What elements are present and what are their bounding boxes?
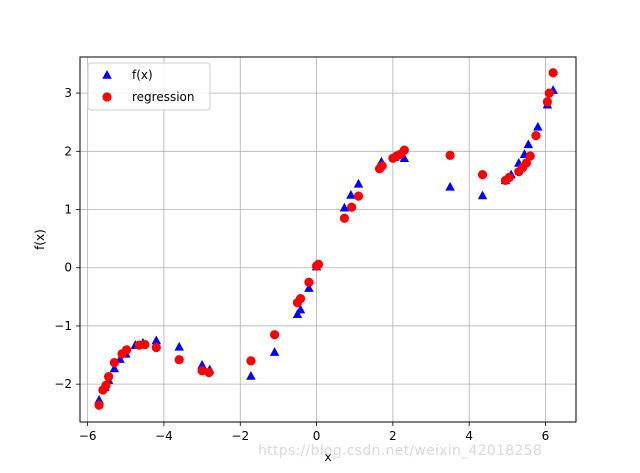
regression-point: [542, 97, 552, 107]
fx-point: [174, 341, 184, 351]
fx-point: [197, 359, 207, 369]
x-tick-label: 4: [465, 429, 473, 443]
regression-point: [304, 277, 314, 287]
fx-point: [346, 189, 356, 199]
legend-marker-regression: [102, 92, 112, 102]
y-axis-label: f(x): [33, 229, 47, 250]
regression-point: [140, 339, 150, 350]
regression-point: [377, 161, 387, 171]
regression-point: [544, 88, 554, 98]
watermark-text: https://blog.csdn.net/weixin_42018258: [258, 443, 543, 459]
x-tick-label: −4: [155, 429, 173, 443]
fx-point: [353, 178, 364, 188]
y-tick-label: 2: [64, 144, 72, 158]
fx-point: [339, 202, 350, 212]
fx-point: [269, 347, 280, 356]
regression-point: [399, 145, 409, 155]
x-tick-label: 0: [313, 429, 321, 443]
regression-point: [197, 366, 207, 376]
x-tick-label: 6: [542, 429, 550, 443]
y-tick-label: 3: [64, 86, 72, 100]
fx-point: [246, 371, 256, 380]
plot-frame: [79, 56, 577, 423]
x-tick-label: 2: [389, 429, 397, 443]
regression-point: [104, 371, 114, 382]
regression-point: [94, 400, 104, 410]
y-tick-label: −1: [54, 319, 72, 333]
legend: f(x) regression: [87, 62, 211, 111]
grid-lines: [80, 57, 576, 422]
regression-point: [313, 259, 324, 269]
legend-label-fx: f(x): [132, 68, 153, 82]
fx-point: [295, 304, 306, 314]
regression-point: [548, 68, 558, 78]
regression-point: [445, 150, 455, 160]
y-tick-label: −2: [54, 377, 72, 391]
regression-point: [204, 367, 214, 378]
regression-point: [295, 293, 306, 304]
x-tick-label: −6: [79, 429, 97, 443]
axis-ticks: −6 −4 −2 0 2 4 6 −2 −1 0 1 2 3: [54, 86, 549, 443]
regression-point: [109, 358, 119, 368]
y-tick-label: 1: [64, 203, 72, 217]
legend-label-regression: regression: [132, 90, 195, 104]
fx-point: [523, 139, 534, 149]
legend-box: [87, 62, 211, 111]
regression-point: [121, 345, 132, 355]
regression-point: [521, 158, 532, 168]
data-points: [94, 68, 558, 410]
legend-marker-fx: [102, 70, 112, 79]
fx-point: [399, 153, 410, 163]
regression-point: [353, 191, 364, 201]
x-tick-label: −2: [231, 429, 249, 443]
regression-point: [531, 130, 541, 141]
regression-point: [269, 330, 280, 340]
fx-point: [151, 335, 162, 345]
fx-point: [445, 181, 455, 191]
regression-point: [477, 169, 488, 180]
x-axis-label: x: [324, 450, 331, 464]
regression-point: [101, 380, 111, 390]
regression-point: [174, 355, 184, 365]
regression-point: [347, 202, 357, 212]
regression-point: [504, 172, 514, 183]
fx-point: [292, 309, 303, 319]
regression-point: [339, 213, 350, 223]
regression-point: [151, 342, 161, 353]
fx-point: [533, 121, 543, 131]
fx-point: [304, 283, 314, 292]
fx-point: [477, 190, 488, 200]
fx-point: [109, 363, 120, 373]
regression-point: [525, 151, 535, 161]
y-tick-label: 0: [64, 261, 72, 275]
regression-point: [246, 356, 256, 366]
